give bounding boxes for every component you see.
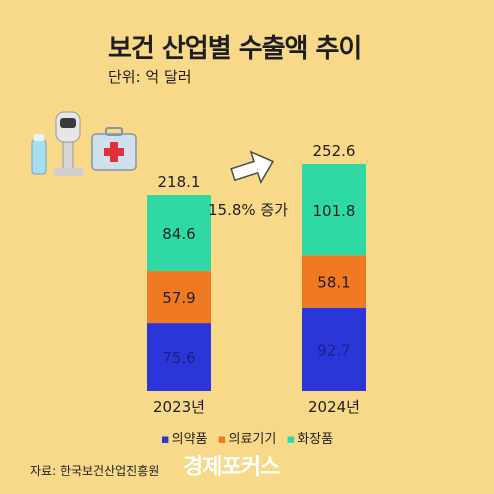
first-aid-kit-icon [91,127,137,171]
unit-label: 단위: 억 달러 [108,68,192,86]
stacked-bar-chart: 75.6 57.9 84.6 218.1 2023년 92.7 58.1 101.8 252.6… [147,142,366,416]
segment-value-label: 101.8 [313,202,356,220]
legend-item-devices: ▪ 의료기기 [217,432,277,447]
legend: ▪ 의약품 ▪ 의료기기 ▪ 화장품 [0,428,494,447]
legend-marker-icon: ▪ [160,432,170,447]
bar-segment-cosmetics [147,195,211,272]
bar-segment-devices [147,271,211,324]
category-label: 2024년 [308,398,360,416]
segment-value-label: 84.6 [162,225,195,243]
publisher-logo: 경제포커스 [183,455,280,480]
segment-value-label: 57.9 [162,289,195,307]
legend-marker-icon: ▪ [286,432,296,447]
bar-segment-pharma [147,323,211,391]
total-value-label: 252.6 [313,142,356,160]
legend-marker-icon: ▪ [217,432,227,447]
increase-arrow-icon [230,150,275,185]
beauty-device-icon [54,111,84,176]
segment-value-label: 75.6 [162,349,195,367]
legend-item-cosmetics: ▪ 화장품 [286,432,334,447]
legend-item-pharma: ▪ 의약품 [160,432,208,447]
growth-annotation: 15.8% 증가 [208,201,288,219]
total-value-label: 218.1 [158,173,201,191]
bar-segment-devices [302,255,366,308]
bar-segment-cosmetics [302,164,366,256]
segment-value-label: 92.7 [317,341,350,359]
chart-title: 보건 산업별 수출액 추이 [108,34,362,64]
source-note: 자료: 한국보건산업진흥원 [30,464,160,478]
bar-segment-pharma [302,307,366,391]
bar-group [147,164,366,391]
cosmetic-tube-icon [31,134,47,175]
label-group: 75.6 57.9 84.6 218.1 2023년 92.7 58.1 101.8 252.6… [153,142,360,416]
product-icons [31,111,137,176]
category-label: 2023년 [153,398,205,416]
segment-value-label: 58.1 [317,274,350,292]
